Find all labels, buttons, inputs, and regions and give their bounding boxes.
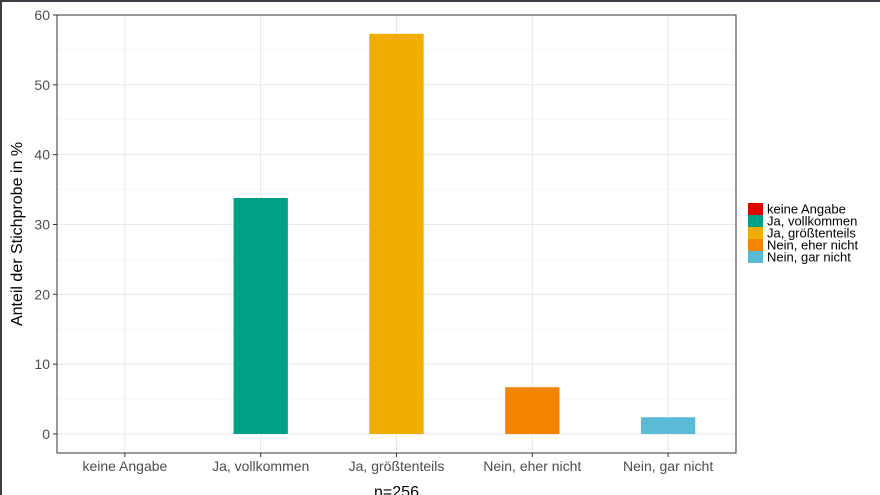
y-tick-label: 50 (34, 77, 50, 93)
y-tick-label: 60 (34, 7, 50, 23)
x-axis-title: n=256 (374, 484, 419, 495)
y-axis: 0 10 20 30 40 50 60 (34, 7, 57, 442)
legend-key (748, 227, 763, 239)
bars (233, 33, 696, 434)
x-axis: keine Angabe Ja, vollkommen Ja, größtentei… (82, 453, 713, 474)
y-tick-label: 20 (34, 286, 50, 302)
y-tick-label: 10 (34, 356, 50, 372)
x-tick-label: keine Angabe (82, 458, 167, 474)
x-tick-label: Ja, vollkommen (212, 458, 309, 474)
bar (505, 387, 560, 434)
x-tick-label: Ja, größtenteils (349, 458, 445, 474)
x-tick-label: Nein, gar nicht (623, 458, 713, 474)
legend-label: Ja, größtenteils (767, 226, 856, 241)
legend-key (748, 251, 763, 263)
legend-key (748, 215, 763, 227)
bar (640, 417, 696, 434)
bar (233, 197, 288, 434)
y-tick-label: 30 (34, 217, 50, 233)
x-tick-label: Nein, eher nicht (483, 458, 581, 474)
y-tick-label: 40 (34, 147, 50, 163)
legend-label: Nein, gar nicht (767, 250, 851, 265)
legend-label: Nein, eher nicht (767, 238, 858, 253)
legend-label: keine Angabe (767, 202, 846, 217)
y-tick-label: 0 (42, 426, 50, 442)
bar (369, 33, 424, 434)
legend-key (748, 203, 763, 215)
legend-key (748, 239, 763, 251)
legend-label: Ja, vollkommen (767, 214, 857, 229)
y-axis-title: Anteil der Stichprobe in % (9, 142, 26, 326)
